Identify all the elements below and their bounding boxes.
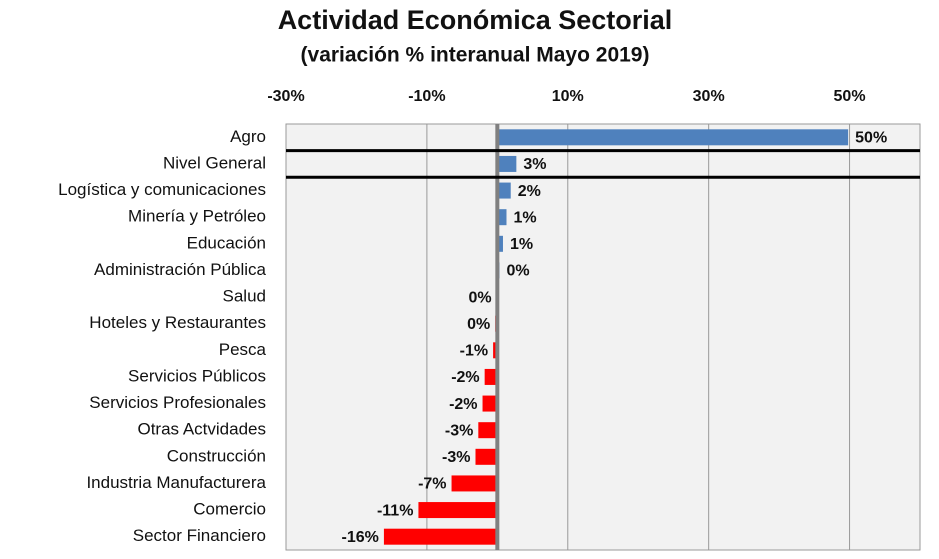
category-label: Logística y comunicaciones	[58, 180, 266, 199]
x-tick-label: 10%	[552, 88, 584, 105]
category-label: Administración Pública	[94, 260, 267, 279]
value-label: -2%	[449, 396, 477, 413]
value-label: -3%	[445, 422, 473, 439]
category-label: Pesca	[219, 340, 267, 359]
category-label: Educación	[187, 233, 266, 252]
value-label: 0%	[506, 263, 529, 280]
x-tick-label: -30%	[267, 88, 304, 105]
category-label: Servicios Públicos	[128, 366, 266, 385]
value-label: 1%	[510, 236, 533, 253]
value-label: 0%	[469, 289, 492, 306]
value-label: -2%	[451, 369, 479, 386]
bar	[475, 448, 498, 465]
value-label: -3%	[442, 449, 470, 466]
bar	[383, 528, 498, 545]
x-tick-label: 30%	[693, 88, 725, 105]
bar	[418, 502, 498, 519]
category-label: Nivel General	[163, 153, 266, 172]
chart-title: Actividad Económica Sectorial	[278, 5, 673, 35]
value-label: -11%	[377, 502, 413, 519]
bar	[497, 235, 503, 252]
bar	[451, 475, 498, 492]
bar	[482, 395, 498, 412]
category-label: Salud	[223, 287, 266, 306]
value-label: 50%	[855, 130, 887, 147]
category-label: Servicios Profesionales	[89, 393, 266, 412]
value-label: 1%	[513, 209, 536, 226]
bar	[484, 368, 498, 385]
category-label: Hoteles y Restaurantes	[89, 313, 266, 332]
value-label: 3%	[523, 156, 546, 173]
chart-subtitle: (variación % interanual Mayo 2019)	[301, 44, 650, 67]
bar	[478, 422, 498, 439]
category-label: Industria Manufacturera	[86, 473, 266, 492]
x-tick-label: -10%	[408, 88, 445, 105]
bar	[497, 155, 517, 172]
category-label: Sector Financiero	[133, 526, 266, 545]
bar	[497, 182, 511, 199]
category-label: Otras Actvidades	[137, 420, 266, 439]
category-label: Comercio	[193, 500, 266, 519]
value-label: -7%	[418, 476, 446, 493]
value-label: -1%	[460, 343, 488, 360]
category-label: Minería y Petróleo	[128, 207, 266, 226]
bar	[497, 129, 849, 146]
value-label: -16%	[342, 529, 379, 546]
value-label: 0%	[467, 316, 490, 333]
x-tick-label: 50%	[834, 88, 866, 105]
bar	[497, 209, 507, 226]
value-label: 2%	[518, 183, 541, 200]
category-label: Construcción	[167, 446, 266, 465]
bar	[493, 342, 498, 359]
category-label: Agro	[230, 127, 266, 146]
plot-area	[285, 123, 921, 551]
